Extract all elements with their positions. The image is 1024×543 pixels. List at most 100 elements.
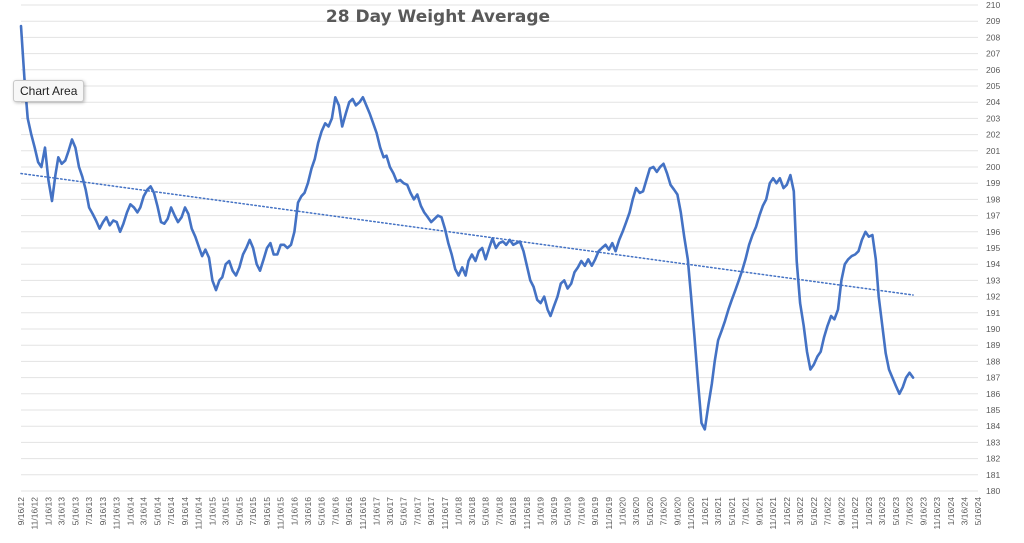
x-tick-label: 1/16/22 (782, 497, 792, 526)
x-tick-label: 5/16/22 (809, 497, 819, 526)
y-tick-label: 192 (986, 292, 1000, 302)
x-tick-label: 9/16/15 (262, 497, 272, 526)
x-tick-label: 11/16/14 (194, 497, 204, 530)
y-tick-label: 184 (986, 421, 1000, 431)
y-tick-label: 199 (986, 178, 1000, 188)
x-tick-label: 11/16/16 (358, 497, 368, 530)
x-axis-tick-labels: 9/16/12 11/16/12 1/16/13 3/16/13 5/16/13 7/16… (16, 497, 983, 530)
x-tick-label: 7/16/15 (248, 497, 258, 526)
x-tick-label: 7/16/22 (822, 497, 832, 526)
x-tick-label: 9/16/22 (836, 497, 846, 526)
x-tick-label: 1/16/17 (372, 497, 382, 526)
x-tick-label: 7/16/14 (166, 497, 176, 526)
x-tick-label: 11/16/12 (30, 497, 40, 530)
x-tick-label: 5/16/19 (563, 497, 573, 526)
x-tick-label: 5/16/23 (891, 497, 901, 526)
x-tick-label: 9/16/14 (180, 497, 190, 526)
x-tick-label: 5/16/14 (152, 497, 162, 526)
x-tick-label: 7/16/17 (412, 497, 422, 526)
y-tick-label: 209 (986, 16, 1000, 26)
x-tick-label: 1/16/16 (289, 497, 299, 526)
x-tick-label: 9/16/19 (590, 497, 600, 526)
y-tick-label: 198 (986, 194, 1000, 204)
y-tick-label: 190 (986, 324, 1000, 334)
x-tick-label: 5/16/15 (234, 497, 244, 526)
y-tick-label: 202 (986, 130, 1000, 140)
x-tick-label: 7/16/18 (494, 497, 504, 526)
x-tick-label: 9/16/23 (918, 497, 928, 526)
y-tick-label: 196 (986, 227, 1000, 237)
x-tick-label: 9/16/18 (508, 497, 518, 526)
x-tick-label: 11/16/15 (276, 497, 286, 530)
x-tick-label: 1/16/23 (864, 497, 874, 526)
x-tick-label: 5/16/21 (727, 497, 737, 526)
x-tick-label: 11/16/19 (604, 497, 614, 530)
x-tick-label: 7/16/23 (904, 497, 914, 526)
y-tick-label: 207 (986, 49, 1000, 59)
x-tick-label: 11/16/13 (112, 497, 122, 530)
y-tick-label: 208 (986, 32, 1000, 42)
x-tick-label: 1/16/15 (207, 497, 217, 526)
x-tick-label: 1/16/21 (700, 497, 710, 526)
x-tick-label: 9/16/13 (98, 497, 108, 526)
y-tick-label: 203 (986, 113, 1000, 123)
y-tick-label: 193 (986, 275, 1000, 285)
x-tick-label: 3/16/15 (221, 497, 231, 526)
x-tick-label: 7/16/19 (576, 497, 586, 526)
chart-title: 28 Day Weight Average (326, 7, 550, 27)
y-tick-label: 186 (986, 389, 1000, 399)
y-tick-label: 183 (986, 437, 1000, 447)
x-tick-label: 9/16/20 (672, 497, 682, 526)
y-tick-label: 188 (986, 356, 1000, 366)
x-tick-label: 11/16/18 (522, 497, 532, 530)
series-layer (19, 24, 915, 431)
y-tick-label: 205 (986, 81, 1000, 91)
y-tick-label: 204 (986, 97, 1000, 107)
x-tick-label: 3/16/16 (303, 497, 313, 526)
trendline (20, 172, 914, 296)
y-tick-label: 210 (986, 0, 1000, 10)
x-tick-label: 5/16/16 (317, 497, 327, 526)
x-tick-label: 11/16/23 (932, 497, 942, 530)
x-tick-label: 3/16/17 (385, 497, 395, 526)
x-tick-label: 9/16/21 (754, 497, 764, 526)
y-tick-label: 206 (986, 65, 1000, 75)
x-tick-label: 5/16/18 (481, 497, 491, 526)
y-tick-label: 181 (986, 470, 1000, 480)
x-tick-label: 9/16/17 (426, 497, 436, 526)
x-tick-label: 11/16/22 (850, 497, 860, 530)
y-tick-label: 200 (986, 162, 1000, 172)
y-tick-label: 197 (986, 211, 1000, 221)
x-tick-label: 5/16/20 (645, 497, 655, 526)
x-tick-label: 1/16/14 (125, 497, 135, 526)
x-tick-label: 9/16/12 (16, 497, 26, 526)
x-tick-label: 1/16/20 (618, 497, 628, 526)
y-tick-label: 187 (986, 373, 1000, 383)
x-tick-label: 3/16/24 (959, 497, 969, 526)
x-tick-label: 7/16/20 (658, 497, 668, 526)
x-tick-label: 1/16/18 (454, 497, 464, 526)
y-tick-label: 182 (986, 454, 1000, 464)
y-axis-tick-labels: 180 181 182 183 184 185 186 187 188 189 190 191 192 1… (986, 0, 1000, 496)
y-tick-label: 180 (986, 486, 1000, 496)
x-tick-label: 3/16/19 (549, 497, 559, 526)
y-tick-label: 194 (986, 259, 1000, 269)
x-tick-label: 9/16/16 (344, 497, 354, 526)
x-tick-label: 1/16/24 (946, 497, 956, 526)
y-tick-label: 185 (986, 405, 1000, 415)
x-tick-label: 3/16/22 (795, 497, 805, 526)
x-tick-label: 7/16/21 (740, 497, 750, 526)
x-tick-label: 5/16/13 (70, 497, 80, 526)
x-tick-label: 7/16/13 (84, 497, 94, 526)
x-tick-label: 11/16/21 (768, 497, 778, 530)
x-tick-label: 11/16/20 (686, 497, 696, 530)
y-tick-label: 191 (986, 308, 1000, 318)
x-tick-label: 1/16/19 (536, 497, 546, 526)
x-tick-label: 3/16/21 (713, 497, 723, 526)
x-tick-label: 7/16/16 (330, 497, 340, 526)
weight-series-line (19, 24, 915, 431)
x-tick-label: 5/16/24 (973, 497, 983, 526)
x-tick-label: 3/16/13 (57, 497, 67, 526)
